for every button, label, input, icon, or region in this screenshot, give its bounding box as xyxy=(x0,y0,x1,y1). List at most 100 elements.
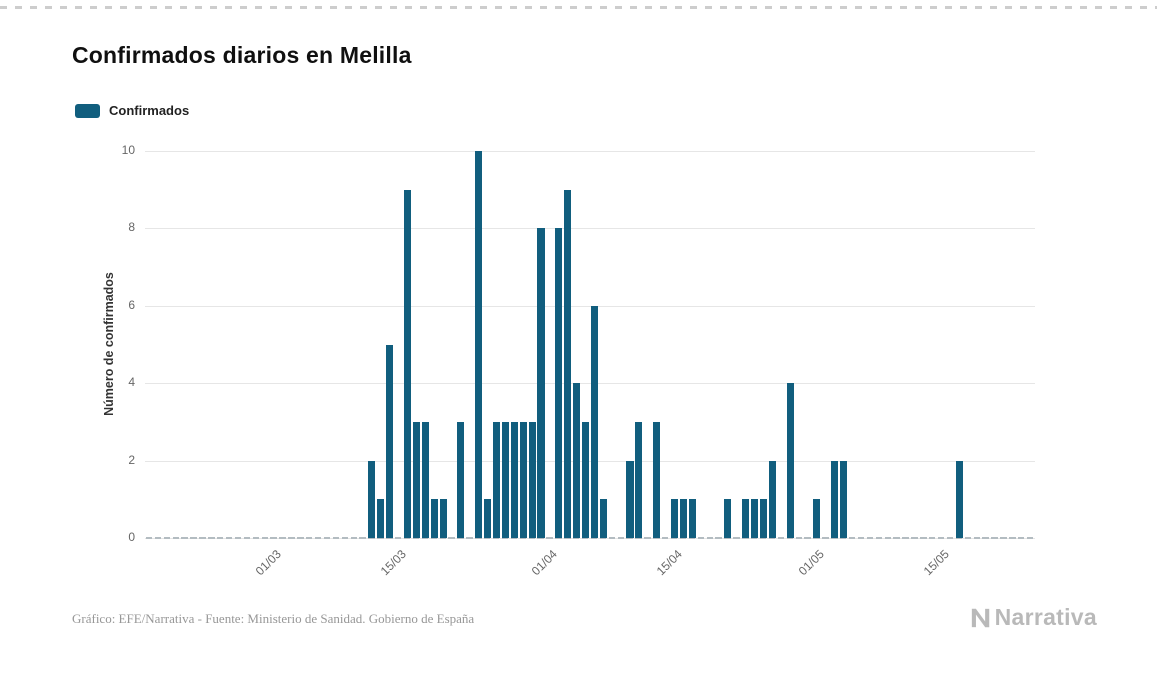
bar[interactable] xyxy=(724,499,732,538)
y-tick-label: 4 xyxy=(128,375,135,390)
bar[interactable] xyxy=(377,499,385,538)
x-axis-tick xyxy=(181,537,188,539)
bar[interactable] xyxy=(751,499,759,538)
x-axis-tick xyxy=(270,537,277,539)
y-tick-label: 0 xyxy=(128,530,135,544)
x-axis-tick xyxy=(163,537,171,539)
bar[interactable] xyxy=(573,383,581,538)
x-axis-tick xyxy=(875,537,883,539)
x-axis-tick xyxy=(350,537,357,539)
bar[interactable] xyxy=(742,499,750,538)
bar[interactable] xyxy=(840,460,848,538)
source-credit: Gráfico: EFE/Narrativa - Fuente: Ministe… xyxy=(72,611,475,626)
bar[interactable] xyxy=(439,499,447,538)
bar[interactable] xyxy=(768,460,776,538)
x-axis-tick xyxy=(555,537,562,539)
x-axis-tick xyxy=(599,537,607,539)
bar[interactable] xyxy=(786,383,794,538)
x-axis-tick xyxy=(501,537,509,539)
x-axis-tick xyxy=(581,537,589,539)
bar[interactable] xyxy=(653,421,661,538)
bar[interactable] xyxy=(955,460,963,538)
x-axis-tick xyxy=(662,537,669,539)
x-axis-tick xyxy=(795,537,802,539)
x-axis-tick xyxy=(252,537,260,539)
bar[interactable] xyxy=(564,189,572,538)
x-axis-tick xyxy=(617,537,624,539)
x-axis-tick xyxy=(546,537,553,539)
x-axis-tick xyxy=(706,537,713,539)
bar[interactable] xyxy=(457,421,465,538)
gridline xyxy=(145,538,1035,539)
legend-item-confirmados[interactable]: Confirmados xyxy=(75,103,189,118)
x-axis-tick xyxy=(145,537,153,539)
x-axis-tick xyxy=(759,537,767,539)
x-axis-tick xyxy=(982,537,989,539)
gridline xyxy=(145,151,1035,152)
bar[interactable] xyxy=(492,421,501,538)
y-tick-label: 10 xyxy=(121,143,135,157)
bar[interactable] xyxy=(430,499,438,538)
x-axis-tick xyxy=(804,537,811,539)
x-axis-tick xyxy=(430,537,438,539)
x-axis-tick xyxy=(457,537,464,539)
bar[interactable] xyxy=(484,499,492,538)
bar[interactable] xyxy=(475,151,483,538)
x-axis-tick xyxy=(1026,537,1034,539)
narrativa-logo: Narrativa xyxy=(970,604,1097,631)
bar[interactable] xyxy=(412,421,420,538)
x-axis-tick xyxy=(225,537,233,539)
bar[interactable] xyxy=(368,460,376,538)
bar[interactable] xyxy=(581,421,590,538)
x-axis-tick xyxy=(288,537,295,539)
x-axis-tick xyxy=(590,537,598,539)
bar[interactable] xyxy=(688,499,696,538)
x-axis-tick xyxy=(172,537,179,539)
bar[interactable] xyxy=(599,499,607,538)
x-axis-tick xyxy=(519,537,527,539)
x-axis-tick xyxy=(208,537,215,539)
x-axis-tick xyxy=(920,537,927,539)
x-axis-tick xyxy=(946,537,954,539)
bar[interactable] xyxy=(528,421,536,538)
bar[interactable] xyxy=(555,228,563,538)
bar[interactable] xyxy=(537,228,545,538)
x-axis-tick xyxy=(475,537,482,539)
x-axis-tick xyxy=(813,537,820,539)
x-axis-tick xyxy=(332,537,340,539)
x-axis-tick xyxy=(724,537,731,539)
x-tick-label: 15/04 xyxy=(653,547,685,579)
bar[interactable] xyxy=(519,421,527,538)
bar[interactable] xyxy=(403,189,412,538)
x-axis-tick xyxy=(964,537,972,539)
x-axis-tick xyxy=(377,537,384,539)
bar[interactable] xyxy=(501,421,509,538)
bar[interactable] xyxy=(670,499,679,538)
x-axis-tick xyxy=(848,537,856,539)
bar[interactable] xyxy=(759,499,768,538)
x-axis-tick xyxy=(564,537,571,539)
x-axis-tick xyxy=(831,537,838,539)
x-axis-tick xyxy=(1000,537,1007,539)
top-dashed-line xyxy=(0,6,1157,9)
bar[interactable] xyxy=(831,460,839,538)
y-axis-title: Número de confirmados xyxy=(102,272,116,416)
x-axis-tick xyxy=(199,537,206,539)
x-axis-tick xyxy=(786,537,794,539)
bar[interactable] xyxy=(386,344,394,538)
bar[interactable] xyxy=(590,305,598,538)
x-axis-tick xyxy=(715,537,722,539)
gridline xyxy=(145,305,1035,307)
bar[interactable] xyxy=(679,499,687,538)
x-tick-label: 01/05 xyxy=(795,547,827,579)
narrativa-logo-icon xyxy=(971,608,989,627)
legend-swatch-icon xyxy=(75,103,100,118)
x-axis-tick xyxy=(626,537,633,539)
bar[interactable] xyxy=(635,421,643,538)
bar[interactable] xyxy=(626,460,634,538)
x-axis-tick xyxy=(448,537,455,539)
x-axis-tick xyxy=(857,537,865,539)
bar[interactable] xyxy=(510,421,518,538)
bar[interactable] xyxy=(813,499,821,538)
bar[interactable] xyxy=(421,421,429,538)
